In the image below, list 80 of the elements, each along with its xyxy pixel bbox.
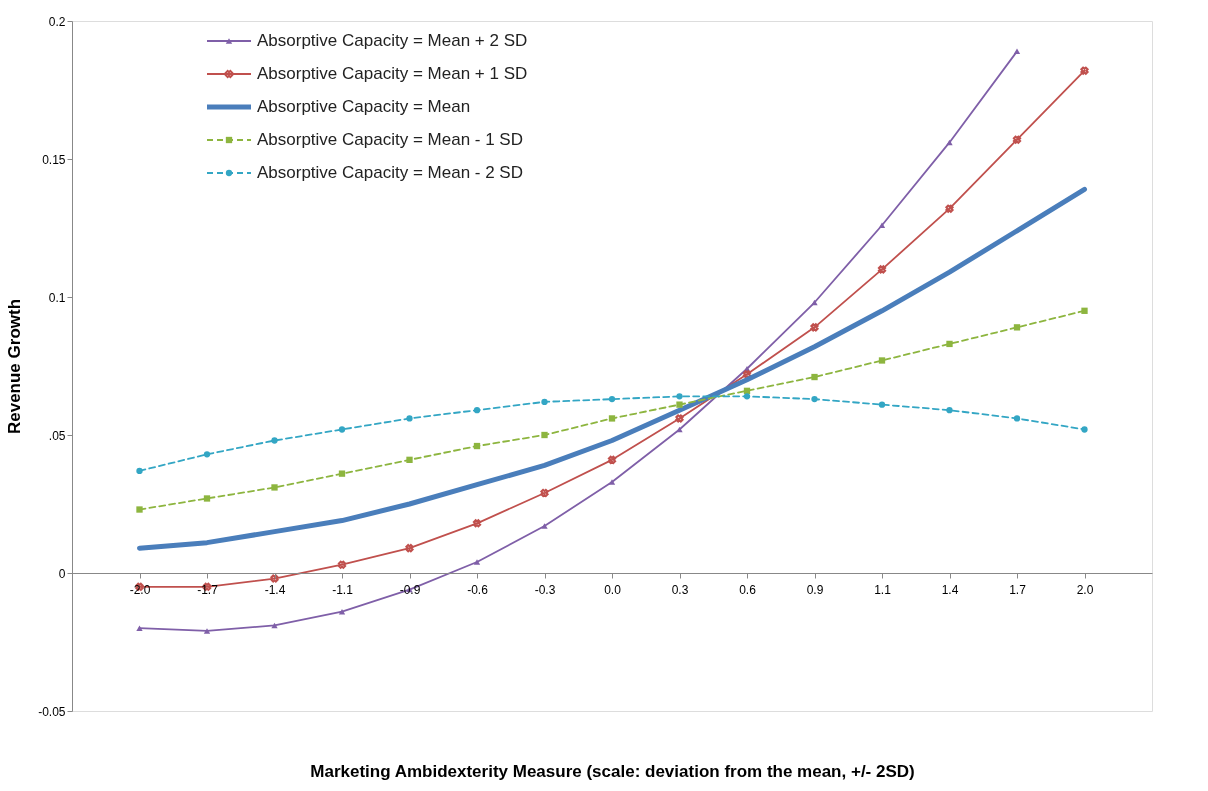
x-tick-label: 0.0 <box>604 582 622 597</box>
point <box>878 357 886 364</box>
point <box>136 625 143 631</box>
x-tick-label: 0.3 <box>671 582 689 597</box>
point <box>541 523 548 529</box>
point <box>1013 48 1021 55</box>
point <box>608 395 616 403</box>
y-tick-label: 0.2 <box>48 14 66 29</box>
y-tick-label: 0.1 <box>48 290 66 305</box>
x-tick-label: 0.9 <box>806 582 824 597</box>
point <box>473 559 481 565</box>
point <box>945 204 954 213</box>
point <box>541 398 548 406</box>
legend-label: Absorptive Capacity = Mean + 2 SD <box>257 31 528 50</box>
legend-label: Absorptive Capacity = Mean - 1 SD <box>257 130 523 149</box>
point <box>743 393 751 400</box>
point <box>811 373 818 381</box>
point <box>811 299 818 306</box>
point <box>406 415 413 422</box>
x-tick-label: -0.3 <box>534 582 556 597</box>
point <box>406 456 413 463</box>
y-tick-label: 0.15 <box>42 152 66 167</box>
point <box>271 484 278 491</box>
point <box>136 467 143 475</box>
point <box>676 401 683 408</box>
x-tick-label: -1.4 <box>264 582 286 597</box>
point <box>203 451 211 458</box>
y-tick-label: -0.05 <box>38 704 66 719</box>
x-tick-label: -1.7 <box>197 582 219 597</box>
x-tick-label: 2.0 <box>1076 582 1094 597</box>
point <box>742 370 752 379</box>
point <box>1013 415 1021 422</box>
x-tick-label: 0.6 <box>739 582 757 597</box>
x-tick-label: -0.6 <box>467 582 489 597</box>
y-tick-label: 0 <box>58 566 66 581</box>
point <box>203 495 211 502</box>
point <box>608 479 616 485</box>
x-tick-label: 1.1 <box>874 582 892 597</box>
x-tick-label: 1.4 <box>941 582 959 597</box>
point <box>472 519 482 528</box>
x-tick-label: -1.1 <box>332 582 354 597</box>
legend-label: Absorptive Capacity = Mean <box>257 97 471 116</box>
point <box>1081 307 1088 314</box>
point <box>473 407 481 414</box>
legend-label: Absorptive Capacity = Mean + 1 SD <box>257 64 528 83</box>
point <box>608 415 616 422</box>
point <box>1012 135 1022 144</box>
x-tick-label: 1.7 <box>1009 582 1027 597</box>
point <box>338 426 346 433</box>
point <box>271 622 278 629</box>
point <box>337 560 347 569</box>
point <box>1013 324 1021 331</box>
point <box>338 470 346 477</box>
y-tick-label: .05 <box>48 428 66 443</box>
point <box>675 414 684 423</box>
x-axis-title: Marketing Ambidexterity Measure (scale: deviation from the mean, +/- 2SD) <box>310 761 915 781</box>
point <box>878 401 886 408</box>
point <box>541 431 548 439</box>
y-axis-title: Revenue Growth <box>5 298 25 435</box>
point <box>607 455 617 464</box>
point <box>878 222 886 228</box>
point <box>136 506 143 513</box>
x-tick-label: -2.0 <box>129 582 151 597</box>
point <box>270 574 279 583</box>
point <box>1080 66 1089 75</box>
point <box>811 395 818 403</box>
point <box>203 628 211 634</box>
point <box>676 426 683 433</box>
point <box>473 442 481 450</box>
point <box>877 265 887 274</box>
point <box>946 340 953 348</box>
point <box>271 437 278 444</box>
legend-label: Absorptive Capacity = Mean - 2 SD <box>257 163 523 182</box>
point <box>946 139 953 146</box>
point <box>676 393 683 400</box>
point <box>540 488 549 498</box>
point <box>946 407 953 414</box>
point <box>1081 426 1088 433</box>
point <box>810 323 819 332</box>
point <box>405 544 414 553</box>
